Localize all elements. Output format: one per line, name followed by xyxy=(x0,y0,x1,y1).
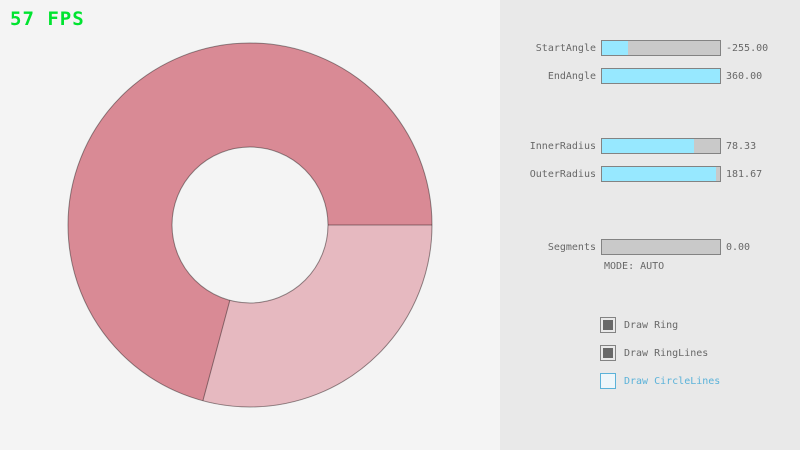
ring-drawing xyxy=(67,42,433,408)
startangle-label: StartAngle xyxy=(535,42,596,54)
endangle-label: EndAngle xyxy=(547,70,596,82)
draw-ringlines-check-mark xyxy=(603,348,613,358)
draw-ring-label: Draw Ring xyxy=(624,319,679,331)
ring-start-angle-line xyxy=(202,300,231,401)
segments-slider[interactable] xyxy=(601,239,721,255)
draw-ring-check-mark xyxy=(603,320,613,330)
outerradius-slider-fill xyxy=(602,167,717,181)
controls-panel: StartAngle -255.00 EndAngle 360.00 Inner… xyxy=(500,0,800,450)
outerradius-slider[interactable] xyxy=(601,166,721,182)
segments-value: 0.00 xyxy=(726,241,751,253)
fps-counter: 57 FPS xyxy=(10,8,85,30)
draw-ringlines-checkbox[interactable] xyxy=(600,345,616,361)
startangle-slider-fill xyxy=(602,41,628,55)
checkbox-row-draw-ring: Draw Ring xyxy=(600,317,678,333)
checkbox-row-draw-circlelines: Draw CircleLines xyxy=(600,373,720,389)
innerradius-label: InnerRadius xyxy=(529,140,596,152)
slider-row-segments: Segments 0.00 xyxy=(500,239,750,255)
innerradius-slider[interactable] xyxy=(601,138,721,154)
outerradius-value: 181.67 xyxy=(726,168,763,180)
endangle-slider-fill xyxy=(602,69,720,83)
draw-circlelines-label: Draw CircleLines xyxy=(624,375,721,387)
startangle-slider[interactable] xyxy=(601,40,721,56)
outerradius-label: OuterRadius xyxy=(529,168,596,180)
segments-label: Segments xyxy=(547,241,596,253)
innerradius-value: 78.33 xyxy=(726,140,757,152)
startangle-value: -255.00 xyxy=(726,42,769,54)
draw-ringlines-label: Draw RingLines xyxy=(624,347,709,359)
checkbox-row-draw-ringlines: Draw RingLines xyxy=(600,345,708,361)
segments-mode-text: MODE: AUTO xyxy=(604,261,665,272)
innerradius-slider-fill xyxy=(602,139,695,153)
endangle-slider[interactable] xyxy=(601,68,721,84)
endangle-value: 360.00 xyxy=(726,70,763,82)
draw-ring-checkbox[interactable] xyxy=(600,317,616,333)
ring-outer-outline xyxy=(67,42,433,408)
draw-circlelines-checkbox[interactable] xyxy=(600,373,616,389)
slider-row-outerradius: OuterRadius 181.67 xyxy=(500,166,762,182)
slider-row-endangle: EndAngle 360.00 xyxy=(500,68,762,84)
slider-row-startangle: StartAngle -255.00 xyxy=(500,40,768,56)
ring-single-region xyxy=(202,225,433,408)
slider-row-innerradius: InnerRadius 78.33 xyxy=(500,138,756,154)
ring-inner-outline xyxy=(171,146,329,304)
